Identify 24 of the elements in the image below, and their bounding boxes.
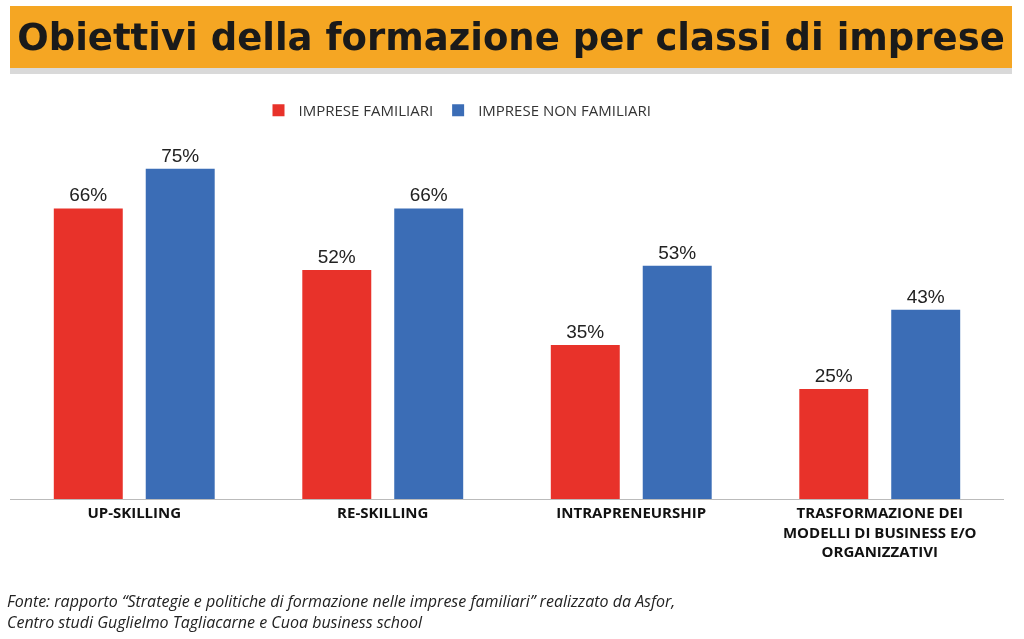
x-tick-label: RE-SKILLING [337, 502, 429, 522]
bar [302, 270, 372, 499]
source-note: Fonte: rapporto “Strategie e politiche di formazione nelle imprese familiari” realizzato da Asfor, Centro studi Guglielmo Tagliacarne e Cuoa business school [7, 590, 676, 633]
legend-label: IMPRESE FAMILIARI [298, 100, 434, 121]
bar [394, 208, 464, 499]
data-label: 75% [161, 144, 200, 166]
data-label: 66% [69, 184, 108, 206]
bar [642, 265, 712, 499]
legend-label: IMPRESE NON FAMILIARI [478, 100, 651, 121]
x-tick-label: INTRAPRENEURSHIP [556, 502, 707, 522]
bar [550, 344, 620, 499]
x-tick-label: TRASFORMAZIONE DEI MODELLI DI BUSINESS E/O ORGANIZZATIVI [782, 502, 977, 561]
data-label: 25% [814, 364, 853, 386]
data-label: 53% [658, 241, 697, 263]
data-label: 35% [566, 320, 605, 342]
bar [891, 309, 961, 499]
data-label: 52% [317, 246, 356, 268]
chart-title: Obiettivi della formazione per classi di imprese [10, 6, 1012, 74]
bar [799, 388, 869, 499]
bar [53, 208, 123, 499]
x-tick-label: UP-SKILLING [87, 502, 182, 522]
data-label: 66% [409, 184, 448, 206]
data-label: 43% [906, 285, 945, 307]
bar [145, 168, 215, 499]
